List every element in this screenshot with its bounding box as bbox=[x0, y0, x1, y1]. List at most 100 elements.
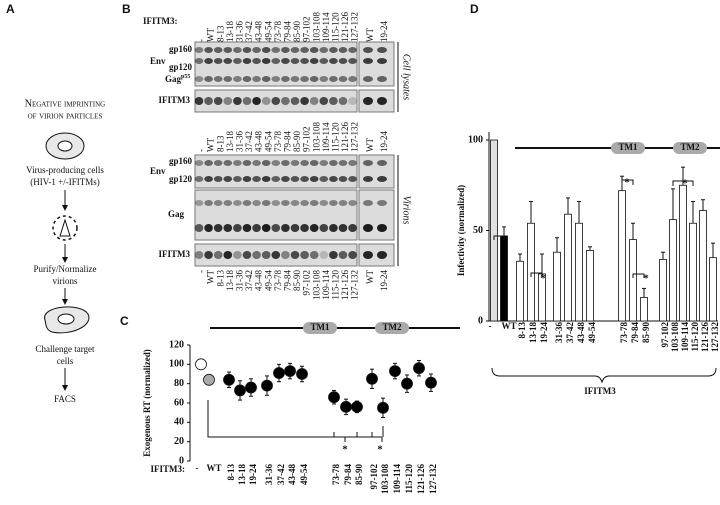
band bbox=[261, 200, 271, 206]
band bbox=[213, 200, 223, 206]
error-bar bbox=[566, 197, 570, 215]
bar bbox=[669, 219, 677, 322]
band-label: Env bbox=[150, 166, 166, 176]
band bbox=[271, 58, 281, 64]
error-bar bbox=[540, 253, 544, 274]
band bbox=[377, 160, 387, 166]
dot bbox=[340, 400, 352, 413]
band bbox=[213, 160, 223, 166]
band bbox=[329, 176, 338, 182]
band bbox=[377, 47, 387, 53]
lane-label: 85-90 bbox=[292, 131, 302, 152]
band bbox=[223, 251, 233, 259]
band bbox=[319, 176, 329, 182]
blot bbox=[358, 154, 395, 189]
lane-label: 85-90 bbox=[292, 21, 302, 42]
lane-label: 103-108 bbox=[311, 12, 321, 42]
band bbox=[363, 97, 373, 105]
panel-c: C TM1 TM2 0 20 40 60 80 100 120 Exogenous RT (norm… bbox=[120, 314, 460, 494]
domain-box bbox=[303, 322, 337, 334]
band bbox=[348, 47, 357, 53]
error-bar bbox=[711, 242, 715, 258]
x-tick-label: 103-108 bbox=[380, 464, 390, 494]
error-bar bbox=[555, 237, 559, 253]
band bbox=[252, 97, 261, 105]
band-label: gp120 bbox=[169, 174, 193, 184]
lane-label: WT bbox=[206, 138, 216, 152]
band bbox=[233, 160, 242, 166]
bracket bbox=[491, 367, 717, 384]
band bbox=[223, 176, 233, 182]
lane-label: 31-36 bbox=[234, 270, 244, 291]
bar bbox=[490, 139, 498, 322]
domain-label: TM1 bbox=[619, 142, 638, 152]
band bbox=[329, 76, 338, 82]
step-text: virions bbox=[52, 276, 77, 286]
y-tick-label: 80 bbox=[174, 378, 184, 389]
band bbox=[194, 58, 204, 64]
lane-label: 73-78 bbox=[273, 131, 283, 152]
band bbox=[204, 160, 213, 166]
x-tick-label: 37-42 bbox=[565, 322, 575, 343]
virion-icon bbox=[52, 215, 78, 241]
x-tick-label: 109-114 bbox=[392, 464, 402, 494]
y-tick-label: 0 bbox=[478, 315, 483, 326]
panel-label: A bbox=[6, 2, 15, 16]
lane-label: 73-78 bbox=[273, 21, 283, 42]
band bbox=[363, 251, 373, 259]
lane-label: 115-120 bbox=[330, 270, 340, 300]
band bbox=[194, 176, 204, 182]
band bbox=[252, 160, 261, 166]
panel-label: B bbox=[122, 2, 131, 16]
fraction-label: Cell lysates bbox=[401, 54, 412, 100]
y-tick-label: 100 bbox=[468, 134, 483, 145]
band bbox=[204, 58, 213, 64]
panel-label: D bbox=[470, 2, 479, 16]
lane-label: 8-13 bbox=[215, 270, 225, 287]
dot bbox=[377, 401, 389, 414]
band bbox=[281, 58, 290, 64]
annotation: * bbox=[643, 273, 649, 285]
band bbox=[223, 47, 233, 53]
band bbox=[194, 160, 204, 166]
dot bbox=[234, 384, 246, 397]
heading: Negative imprinting bbox=[25, 98, 106, 109]
band bbox=[363, 176, 373, 182]
dot bbox=[273, 367, 285, 379]
bar bbox=[679, 184, 687, 322]
lane-label: 103-108 bbox=[311, 122, 321, 152]
band bbox=[213, 176, 223, 182]
bar bbox=[629, 239, 637, 322]
band-label: Gag bbox=[165, 74, 182, 84]
band-label: Gag bbox=[168, 209, 185, 219]
lane-label: 127-132 bbox=[350, 12, 360, 42]
lane-label: 127-132 bbox=[350, 270, 360, 300]
band bbox=[290, 251, 300, 259]
blot bbox=[194, 154, 358, 189]
band bbox=[319, 97, 329, 105]
band bbox=[252, 200, 261, 206]
band bbox=[194, 224, 204, 232]
blot bbox=[358, 243, 395, 267]
blot bbox=[358, 189, 395, 241]
band bbox=[204, 97, 213, 105]
band bbox=[213, 251, 223, 259]
lane-label: 109-114 bbox=[321, 270, 331, 300]
band bbox=[377, 251, 387, 259]
error-bar bbox=[642, 287, 646, 298]
lane-label: 49-54 bbox=[263, 131, 273, 152]
band bbox=[271, 251, 281, 259]
panel-a: A Negative imprinting of virion particle… bbox=[6, 2, 105, 404]
band bbox=[309, 97, 319, 105]
band bbox=[204, 224, 213, 232]
lane-label: 79-84 bbox=[282, 270, 292, 291]
band bbox=[213, 76, 223, 82]
lane-label: 97-102 bbox=[302, 17, 312, 43]
dot bbox=[284, 365, 296, 378]
band bbox=[281, 160, 290, 166]
band bbox=[261, 224, 271, 232]
band bbox=[194, 47, 204, 53]
band bbox=[204, 76, 213, 82]
error-bar bbox=[661, 251, 665, 260]
